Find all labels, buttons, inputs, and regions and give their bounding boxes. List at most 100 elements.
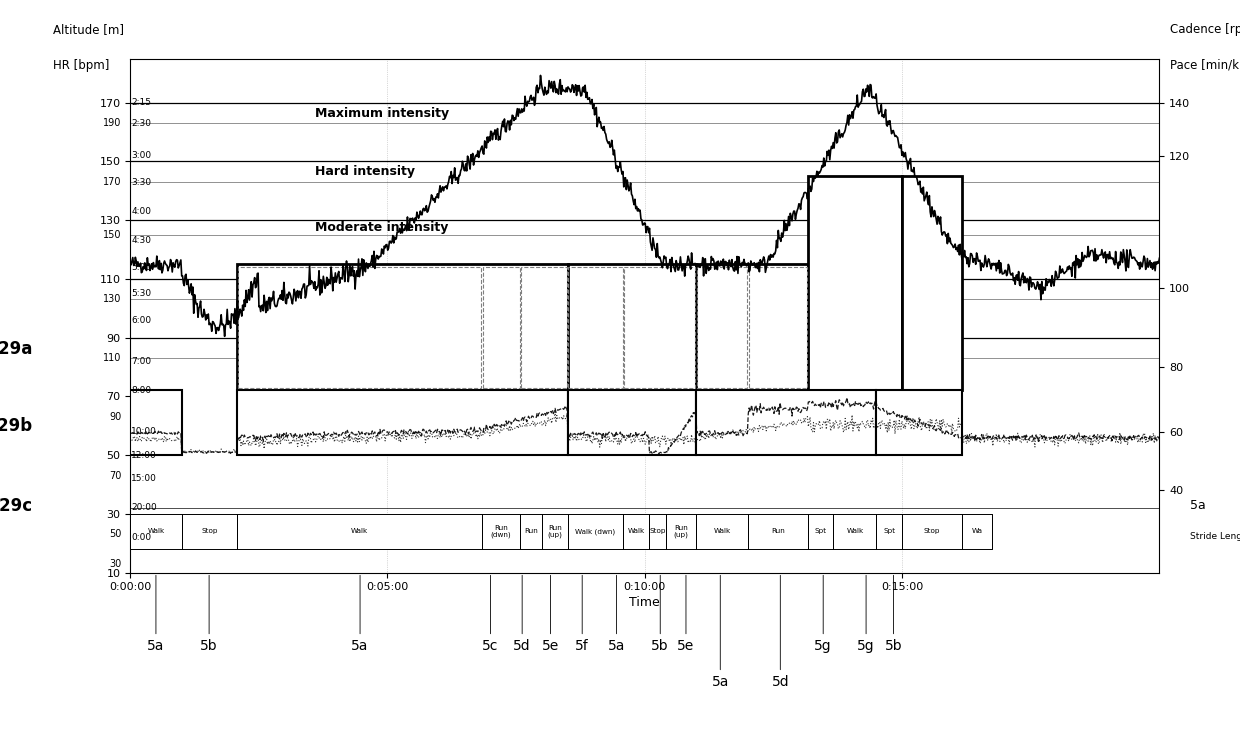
Text: 5a: 5a <box>608 575 625 653</box>
Text: 5f: 5f <box>575 575 589 653</box>
Text: 150: 150 <box>103 230 122 240</box>
Text: Walk: Walk <box>713 528 730 534</box>
Text: 5:00: 5:00 <box>131 263 151 272</box>
Text: 3:00: 3:00 <box>131 151 151 160</box>
Text: 170: 170 <box>103 177 122 187</box>
Text: 130: 130 <box>103 294 122 305</box>
Text: Walk (dwn): Walk (dwn) <box>575 528 615 534</box>
Text: 90: 90 <box>109 412 122 422</box>
Bar <box>237 264 568 390</box>
Text: 20:00: 20:00 <box>131 504 157 512</box>
Bar <box>624 267 696 388</box>
Bar <box>568 390 696 455</box>
Text: Wa: Wa <box>972 528 982 534</box>
Text: 5e: 5e <box>542 575 559 653</box>
Text: Walk: Walk <box>351 528 368 534</box>
Text: 5g: 5g <box>815 575 832 653</box>
Bar <box>749 267 807 388</box>
Bar <box>130 390 181 455</box>
Text: Moderate intensity: Moderate intensity <box>315 221 449 234</box>
Bar <box>542 514 568 549</box>
Text: 5c: 5c <box>482 575 498 653</box>
Bar <box>130 514 181 549</box>
Text: 2:30: 2:30 <box>131 119 151 128</box>
Text: 30: 30 <box>109 559 122 569</box>
Text: HR [bpm]: HR [bpm] <box>53 59 109 72</box>
Text: 8:00: 8:00 <box>131 386 151 395</box>
Text: Altitude [m]: Altitude [m] <box>53 23 124 36</box>
Text: 5d: 5d <box>513 575 531 653</box>
Bar <box>666 514 696 549</box>
Text: 5g: 5g <box>857 575 875 653</box>
Text: 5e: 5e <box>677 575 694 653</box>
Bar <box>482 514 521 549</box>
Text: 5b: 5b <box>201 575 218 653</box>
Text: 70: 70 <box>109 470 122 481</box>
Text: 10:00: 10:00 <box>131 427 157 436</box>
Text: 15:00: 15:00 <box>131 474 157 483</box>
Bar <box>237 514 482 549</box>
Text: 3:30: 3:30 <box>131 178 151 186</box>
Bar <box>901 514 962 549</box>
Text: 6:00: 6:00 <box>131 316 151 324</box>
Bar <box>237 390 568 455</box>
Text: 190: 190 <box>103 118 122 128</box>
Text: 7:00: 7:00 <box>131 357 151 366</box>
Bar <box>649 514 666 549</box>
X-axis label: Time: Time <box>630 597 660 609</box>
Text: 110: 110 <box>103 353 122 363</box>
Text: Walk: Walk <box>847 528 863 534</box>
Bar <box>697 390 877 455</box>
Bar <box>877 514 901 549</box>
Text: 5d: 5d <box>771 575 789 689</box>
Bar <box>521 267 567 388</box>
Bar <box>697 264 807 390</box>
Text: Cadence [rpm]: Cadence [rpm] <box>1169 23 1240 36</box>
Bar <box>181 514 237 549</box>
Text: Stride Length Average [cm]: Stride Length Average [cm] <box>1190 532 1240 541</box>
Text: 5a: 5a <box>1190 499 1207 512</box>
Bar <box>521 514 542 549</box>
Text: Light intensity: Light intensity <box>315 283 418 296</box>
Bar <box>238 267 481 388</box>
Text: Stop: Stop <box>924 528 940 534</box>
Text: 2:15: 2:15 <box>131 98 151 107</box>
Text: 50: 50 <box>109 529 122 539</box>
Bar <box>624 514 649 549</box>
Text: 4:30: 4:30 <box>131 236 151 245</box>
Bar <box>962 514 992 549</box>
Bar <box>748 514 807 549</box>
Text: 5b: 5b <box>884 575 903 653</box>
Bar <box>697 514 748 549</box>
Bar <box>807 176 903 390</box>
Text: Walk: Walk <box>627 528 645 534</box>
Text: 1129a: 1129a <box>0 340 32 358</box>
Text: 5a: 5a <box>148 575 165 653</box>
Bar <box>568 264 696 390</box>
Text: Run: Run <box>525 528 538 534</box>
Bar <box>568 514 624 549</box>
Text: Run
(dwn): Run (dwn) <box>491 525 511 538</box>
Bar <box>877 390 962 455</box>
Text: Run: Run <box>771 528 785 534</box>
Bar <box>482 267 520 388</box>
Text: Hard intensity: Hard intensity <box>315 165 415 178</box>
Text: 5a: 5a <box>712 575 729 689</box>
Text: 4:00: 4:00 <box>131 207 151 216</box>
Text: 5b: 5b <box>651 575 670 653</box>
Bar <box>697 267 746 388</box>
Text: 12:00: 12:00 <box>131 451 157 459</box>
Text: Stop: Stop <box>650 528 666 534</box>
Bar <box>568 267 622 388</box>
Text: Stop: Stop <box>201 528 218 534</box>
Text: 5a: 5a <box>351 575 368 653</box>
Text: 0:00: 0:00 <box>131 533 151 542</box>
Text: 5:30: 5:30 <box>131 289 151 298</box>
Text: Walk: Walk <box>148 528 165 534</box>
Text: Maximum intensity: Maximum intensity <box>315 106 450 120</box>
Text: Pace [min/km]: Pace [min/km] <box>1169 59 1240 72</box>
Text: 1129b: 1129b <box>0 417 32 435</box>
Text: Very light intensity: Very light intensity <box>315 341 450 355</box>
Bar <box>833 514 877 549</box>
Text: 1129c: 1129c <box>0 497 32 515</box>
